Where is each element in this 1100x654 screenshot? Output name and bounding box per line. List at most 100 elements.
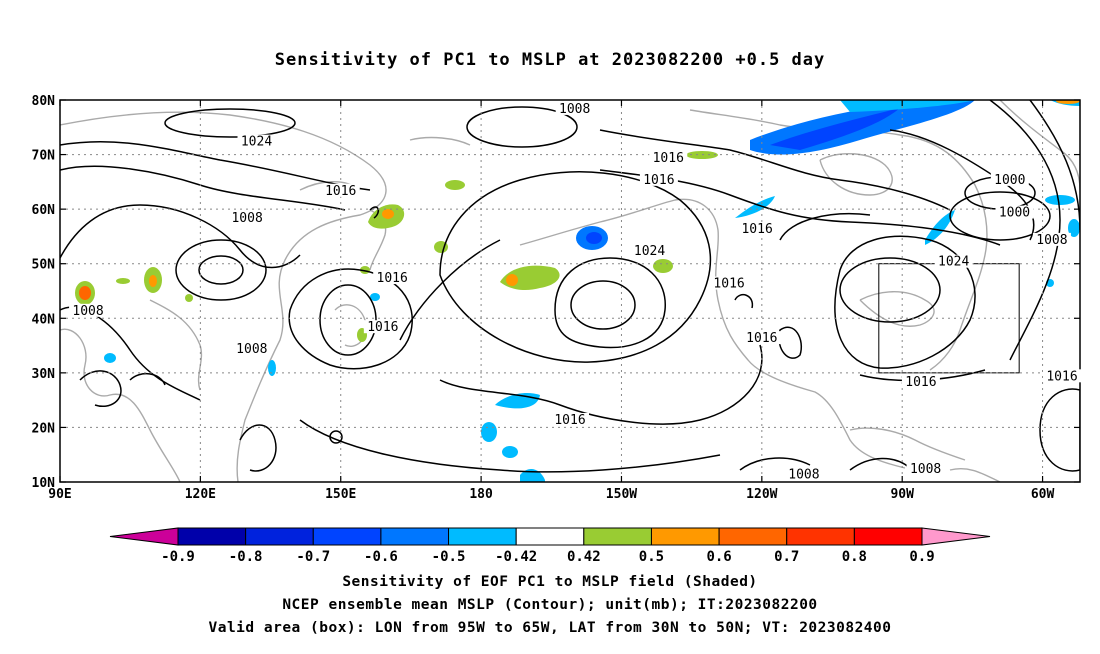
contour-label-bg bbox=[232, 342, 271, 356]
shade-positive-npac-core bbox=[506, 274, 518, 286]
lon-tick-label: 150W bbox=[606, 487, 637, 502]
shade-negative-labrador bbox=[925, 210, 955, 245]
lat-tick-label: 80N bbox=[32, 94, 56, 109]
colorbar-bin bbox=[786, 527, 855, 546]
contour-label: 1016 bbox=[643, 173, 674, 188]
colorbar-label: 0.7 bbox=[774, 549, 799, 565]
colorbar-bin bbox=[853, 527, 923, 546]
lon-tick-label: 90W bbox=[890, 487, 914, 502]
colorbar-label: -0.6 bbox=[364, 549, 398, 565]
contour-label: 1016 bbox=[325, 184, 356, 199]
colorbar-label: 0.6 bbox=[706, 549, 731, 565]
shade-negative-gulf-alaska-core bbox=[586, 232, 602, 244]
caption-line-1: Sensitivity of EOF PC1 to MSLP field (Sh… bbox=[342, 574, 758, 590]
caption-line-3: Valid area (box): LON from 95W to 65W, L… bbox=[208, 620, 892, 636]
colorbar-label: 0.9 bbox=[909, 549, 934, 565]
shade-negative-arctic-core bbox=[770, 108, 900, 150]
colorbar-label: -0.9 bbox=[161, 549, 195, 565]
colorbar-label: -0.42 bbox=[495, 549, 537, 565]
contour-label-bg bbox=[995, 205, 1034, 219]
colorbar-label: -0.7 bbox=[296, 549, 330, 565]
lon-tick-label: 120W bbox=[746, 487, 777, 502]
contour-label-bg bbox=[69, 303, 108, 317]
map-frame bbox=[59, 99, 1081, 483]
contour-label-bg bbox=[1032, 232, 1071, 246]
shade-positive-tibet-core bbox=[79, 286, 91, 300]
lat-tick-label: 70N bbox=[32, 149, 56, 164]
contour-label: 1016 bbox=[653, 151, 684, 166]
contour-label: 1016 bbox=[554, 413, 585, 428]
contour-label: 1008 bbox=[559, 102, 590, 117]
contour-label: 1008 bbox=[788, 468, 819, 483]
contour-label-bg bbox=[373, 271, 412, 285]
contour-label: 1016 bbox=[905, 375, 936, 390]
colorbar-label: -0.8 bbox=[229, 549, 263, 565]
lat-tick-label: 20N bbox=[32, 421, 56, 436]
contour-label-bg bbox=[237, 134, 276, 148]
contour-label: 1016 bbox=[1046, 369, 1077, 384]
shade-negative-central-pacific-2 bbox=[502, 446, 518, 458]
shade-negative-central-pacific bbox=[481, 422, 497, 442]
contour-label: 1008 bbox=[236, 342, 267, 357]
contour-label-bg bbox=[1043, 369, 1081, 383]
contour-label-bg bbox=[321, 183, 360, 197]
contour-label: 1000 bbox=[994, 173, 1025, 188]
contour-label-bg bbox=[363, 320, 402, 334]
lat-tick-label: 30N bbox=[32, 367, 56, 382]
shade-negative-arctic-edge bbox=[840, 100, 975, 112]
colorbar-bin bbox=[380, 527, 450, 546]
colorbar-min-triangle bbox=[109, 527, 179, 546]
colorbar-bin bbox=[650, 527, 720, 546]
shade-positive-gulf-alaska-east bbox=[653, 259, 673, 273]
shade-negative-scs bbox=[104, 353, 116, 363]
contour-label: 1024 bbox=[938, 255, 969, 270]
shade-negative-canada bbox=[735, 196, 775, 218]
shade-positive-ne bbox=[1056, 100, 1080, 104]
colorbar-label: -0.5 bbox=[432, 549, 466, 565]
colorbar-bin bbox=[177, 527, 247, 546]
colorbar-bin bbox=[515, 527, 585, 546]
lon-tick-label: 60W bbox=[1031, 487, 1055, 502]
contour-label: 1024 bbox=[241, 135, 272, 150]
contour-label-bg bbox=[934, 254, 973, 268]
colorbar-bin bbox=[245, 527, 314, 546]
caption-line-2: NCEP ensemble mean MSLP (Contour); unit(… bbox=[282, 597, 818, 613]
colorbar-label: 0.42 bbox=[567, 549, 601, 565]
colorbar-label: 0.8 bbox=[842, 549, 867, 565]
lon-tick-label: 90E bbox=[48, 487, 71, 502]
contour-label-bg bbox=[742, 331, 781, 345]
contour-label: 1016 bbox=[741, 222, 772, 237]
contour-label-bg bbox=[630, 243, 669, 257]
lat-tick-label: 40N bbox=[32, 312, 56, 327]
contour-label: 1024 bbox=[634, 244, 665, 259]
contour-label: 1016 bbox=[713, 277, 744, 292]
lat-tick-label: 10N bbox=[32, 476, 56, 491]
shade-negative-npac bbox=[370, 293, 380, 301]
shade-negative-atlantic bbox=[1045, 195, 1075, 205]
contour-label: 1016 bbox=[367, 320, 398, 335]
contour-label-bg bbox=[784, 467, 823, 481]
colorbar: -0.9 -0.8 -0.7 -0.6 -0.5 -0.42 0.42 0.5 0.6 0.7 0.… bbox=[109, 527, 991, 565]
contour-label-bg bbox=[906, 462, 945, 476]
lat-tick-label: 50N bbox=[32, 258, 56, 273]
contour-label-bg bbox=[228, 211, 267, 225]
gridlines bbox=[60, 100, 1080, 482]
colorbar-max-triangle bbox=[921, 527, 991, 546]
lon-tick-label: 180 bbox=[469, 487, 493, 502]
shade-negative-atlantic-2 bbox=[1068, 219, 1080, 237]
contour-label-bg bbox=[901, 374, 940, 388]
shade-negative-wpac bbox=[268, 360, 276, 376]
lon-tick-label: 150E bbox=[325, 487, 356, 502]
colorbar-label: 0.5 bbox=[639, 549, 664, 565]
shade-positive-kamchatka-core bbox=[382, 209, 394, 219]
colorbar-bin bbox=[312, 527, 382, 546]
contour-label: 1000 bbox=[999, 206, 1030, 221]
contour-label-bg bbox=[738, 221, 777, 235]
colorbar-bin bbox=[718, 527, 788, 546]
contour-label: 1016 bbox=[746, 331, 777, 346]
shade-positive-bering bbox=[445, 180, 465, 190]
shade-positive-china-2 bbox=[116, 278, 130, 284]
shade-positive-china-3 bbox=[185, 294, 193, 302]
